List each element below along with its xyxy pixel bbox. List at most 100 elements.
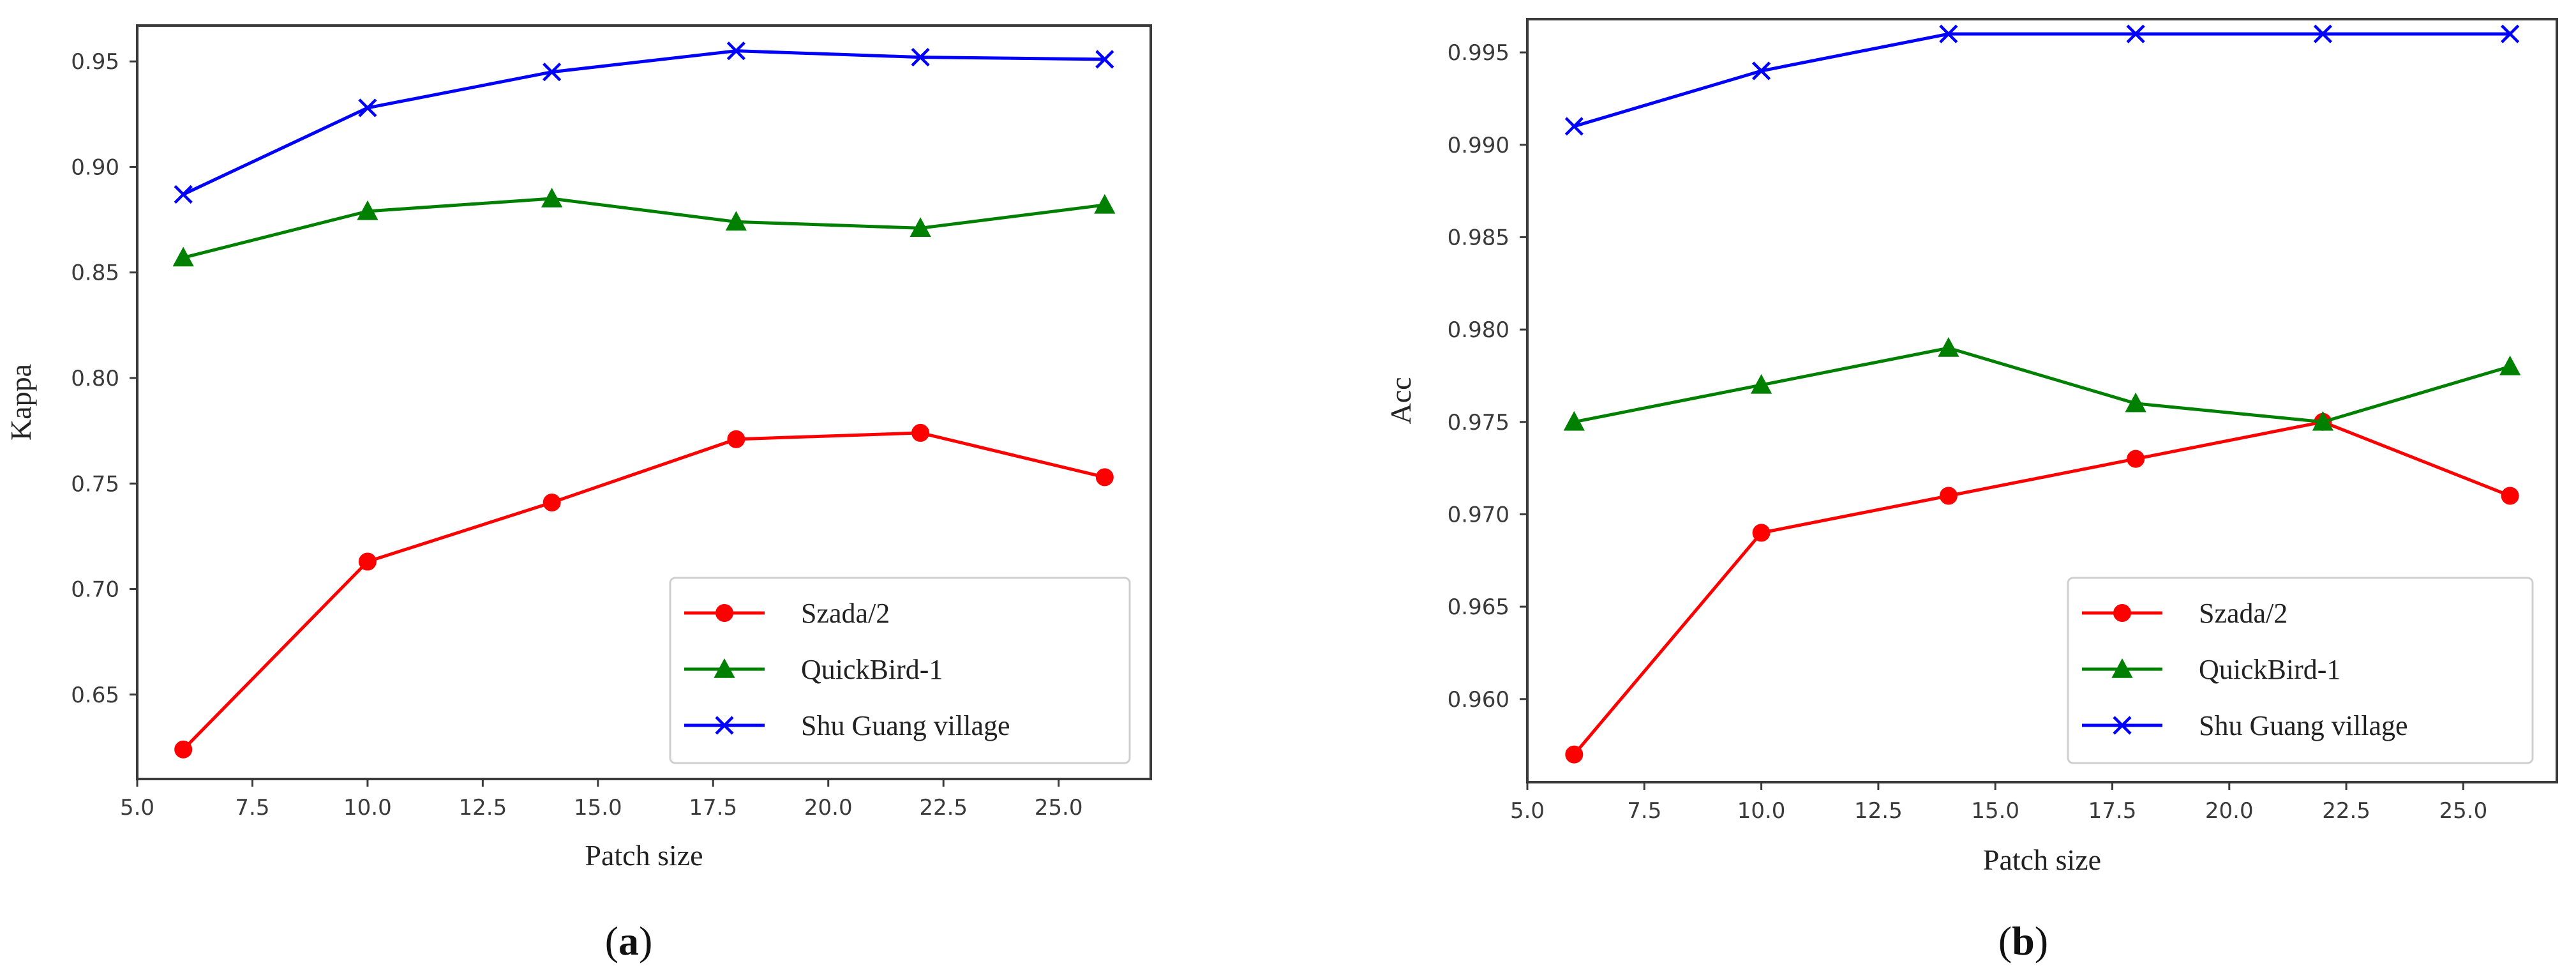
- x-tick-label: 15.0: [574, 795, 622, 821]
- x-tick-label: 10.0: [343, 795, 392, 821]
- x-tick-label: 5.0: [120, 795, 154, 821]
- x-tick-label: 17.5: [689, 795, 737, 821]
- data-point: [725, 211, 747, 231]
- data-point: [543, 494, 561, 512]
- legend: Szada/2 QuickBird-1 Shu Guang village: [669, 577, 1131, 764]
- panel-caption: (a): [605, 918, 653, 964]
- data-point: [727, 430, 745, 448]
- x-tick-label: 10.0: [1737, 798, 1786, 824]
- series-line: [182, 431, 1105, 751]
- x-tick-label: 7.5: [235, 795, 269, 821]
- data-point: [911, 47, 930, 67]
- x-tick-label: 15.0: [1971, 798, 2019, 824]
- data-point: [1752, 524, 1771, 542]
- x-tick-label: 17.5: [2088, 798, 2137, 824]
- series-line: [183, 49, 1105, 196]
- series-quickbird-1: [172, 187, 1116, 267]
- x-tick-label: 22.5: [919, 795, 968, 821]
- x-tick-label: 20.0: [2205, 798, 2254, 824]
- data-point: [1938, 337, 1959, 357]
- y-axis-label: Kappa: [4, 364, 37, 441]
- y-tick-label: 0.85: [71, 261, 119, 286]
- x-tick-label: 7.5: [1627, 798, 1661, 824]
- data-point: [1565, 745, 1584, 764]
- x-axis-label: Patch size: [585, 839, 703, 872]
- chart-panel-a: 5.0 7.5 10.0 12.5 15.0 17.5 20.0 22.5 25.0 0.65 0.…: [4, 24, 1152, 964]
- data-point: [2125, 392, 2146, 412]
- data-point: [726, 42, 745, 61]
- legend-swatch-marker: [715, 604, 733, 622]
- data-point: [1939, 487, 1958, 505]
- x-axis-label: Patch size: [1983, 843, 2101, 876]
- series-shu-guang-village: [174, 42, 1114, 204]
- y-tick-label: 0.80: [71, 366, 119, 391]
- series-line: [1573, 346, 2511, 424]
- data-point: [358, 552, 377, 571]
- data-point: [2313, 24, 2333, 43]
- data-point: [911, 423, 930, 442]
- data-point: [543, 63, 562, 82]
- x-tick-label: 25.0: [2439, 798, 2488, 824]
- data-point: [1094, 193, 1116, 214]
- data-point: [1750, 374, 1772, 394]
- legend-box: [2067, 577, 2534, 764]
- y-tick-label: 0.985: [1448, 225, 1509, 250]
- legend-label: QuickBird-1: [2199, 654, 2340, 685]
- legend-label: Shu Guang village: [801, 710, 1010, 741]
- x-tick-label: 20.0: [804, 795, 853, 821]
- data-point: [2312, 411, 2334, 431]
- y-tick-label: 0.965: [1448, 594, 1509, 620]
- y-tick-label: 0.65: [71, 683, 119, 708]
- chart-panel-b: 5.0 7.5 10.0 12.5 15.0 17.5 20.0 22.5 25.0 0.960 0…: [1384, 18, 2558, 964]
- y-tick-label: 0.975: [1448, 410, 1509, 435]
- data-point: [1563, 411, 1585, 431]
- data-point: [1751, 61, 1771, 80]
- x-tick-label: 12.5: [1854, 798, 1903, 824]
- legend-swatch-marker: [2113, 716, 2132, 735]
- y-tick-label: 0.995: [1448, 40, 1509, 66]
- data-point: [172, 246, 194, 267]
- data-point: [2501, 24, 2520, 43]
- y-tick-label: 0.95: [71, 49, 119, 75]
- legend-label: Shu Guang village: [2199, 710, 2408, 741]
- data-point: [174, 740, 193, 759]
- legend-label: QuickBird-1: [801, 654, 943, 685]
- data-point: [1564, 117, 1584, 136]
- plot-area-frame: [1526, 18, 2558, 783]
- data-point: [174, 185, 193, 204]
- legend: Szada/2 QuickBird-1 Shu Guang village: [2067, 577, 2534, 764]
- y-tick-label: 0.970: [1448, 502, 1509, 527]
- y-axis-label: Acc: [1384, 377, 1417, 424]
- x-tick-label: 12.5: [459, 795, 507, 821]
- series-szada-2: [1565, 412, 2519, 764]
- data-point: [2501, 487, 2519, 505]
- series-szada-2: [174, 423, 1114, 759]
- data-point: [2126, 24, 2145, 43]
- legend-swatch-marker: [714, 658, 735, 678]
- y-tick-label: 0.990: [1448, 133, 1509, 158]
- legend-swatch-marker: [715, 716, 734, 735]
- legend-label: Szada/2: [801, 598, 890, 629]
- y-tick-label: 0.90: [71, 155, 119, 180]
- legend-box: [669, 577, 1131, 764]
- x-tick-label: 25.0: [1035, 795, 1083, 821]
- data-point: [2499, 355, 2521, 375]
- plot-area-frame: [136, 24, 1152, 780]
- data-point: [910, 217, 931, 238]
- x-tick-label: 22.5: [2322, 798, 2370, 824]
- legend-label: Szada/2: [2199, 598, 2288, 629]
- y-tick-label: 0.960: [1448, 687, 1509, 713]
- legend-swatch-marker: [2113, 604, 2131, 622]
- series-line: [183, 197, 1105, 260]
- data-point: [2127, 450, 2145, 468]
- data-point: [1939, 24, 1958, 43]
- series-shu-guang-village: [1564, 24, 2520, 136]
- legend-swatch-marker: [2111, 658, 2133, 678]
- y-tick-label: 0.980: [1448, 317, 1509, 343]
- series-quickbird-1: [1563, 337, 2521, 431]
- data-point: [541, 187, 563, 208]
- data-point: [1095, 50, 1114, 69]
- panel-caption: (b): [1998, 918, 2048, 964]
- series-line: [1573, 420, 2511, 756]
